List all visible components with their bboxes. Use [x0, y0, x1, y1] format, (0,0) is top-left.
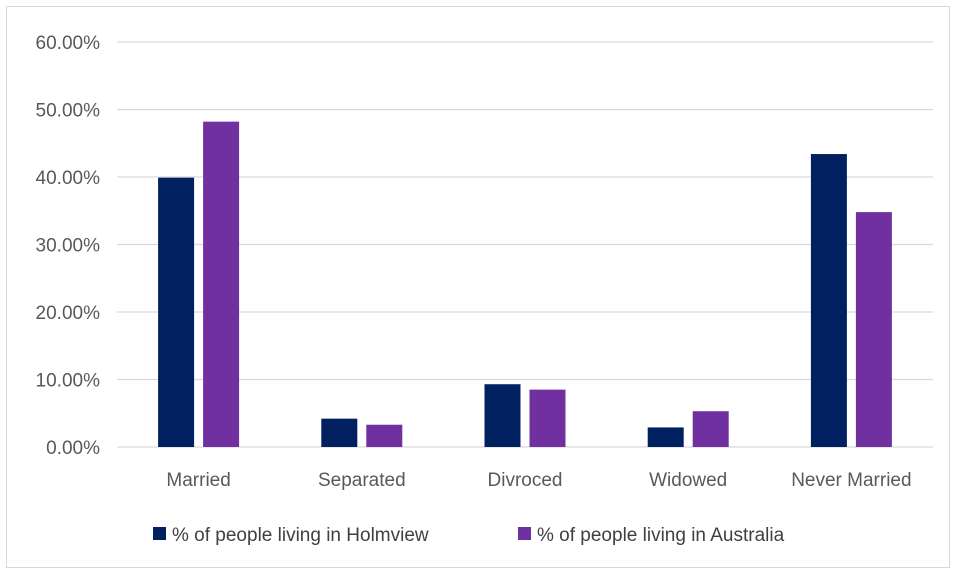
bar-holmview	[321, 418, 358, 447]
y-tick-label: 30.00%	[36, 236, 101, 257]
x-category-label: Married	[166, 470, 230, 491]
gridlines	[117, 41, 933, 448]
legend-swatch	[518, 527, 531, 540]
y-tick-label: 40.00%	[36, 168, 101, 189]
y-axis-ticks: 0.00% 10.00% 20.00% 30.00% 40.00% 50.00% 60.00…	[36, 33, 101, 459]
y-tick-label: 10.00%	[36, 371, 101, 392]
legend-label: % of people living in Australia	[537, 525, 785, 546]
bar-australia	[692, 411, 729, 447]
legend-label: % of people living in Holmview	[172, 525, 429, 546]
bars	[158, 121, 892, 448]
bar-australia	[203, 121, 240, 448]
x-category-label: Widowed	[649, 470, 727, 491]
bar-australia	[855, 212, 892, 447]
y-tick-label: 50.00%	[36, 101, 101, 122]
x-category-label: Divroced	[488, 470, 563, 491]
bar-australia	[366, 424, 403, 447]
y-tick-label: 20.00%	[36, 303, 101, 324]
bar-australia	[529, 389, 566, 447]
y-tick-label: 0.00%	[46, 438, 100, 459]
bar-holmview	[810, 154, 847, 448]
legend-swatch	[153, 527, 166, 540]
bar-holmview	[647, 427, 684, 447]
bar-holmview	[158, 177, 195, 448]
x-category-label: Never Married	[791, 470, 911, 491]
bar-holmview	[484, 384, 521, 447]
legend: % of people living in Holmview % of peopl…	[153, 525, 785, 546]
x-axis-categories: Married Separated Divroced Widowed Never Mar…	[166, 470, 911, 491]
y-tick-label: 60.00%	[36, 33, 101, 54]
x-category-label: Separated	[318, 470, 406, 491]
